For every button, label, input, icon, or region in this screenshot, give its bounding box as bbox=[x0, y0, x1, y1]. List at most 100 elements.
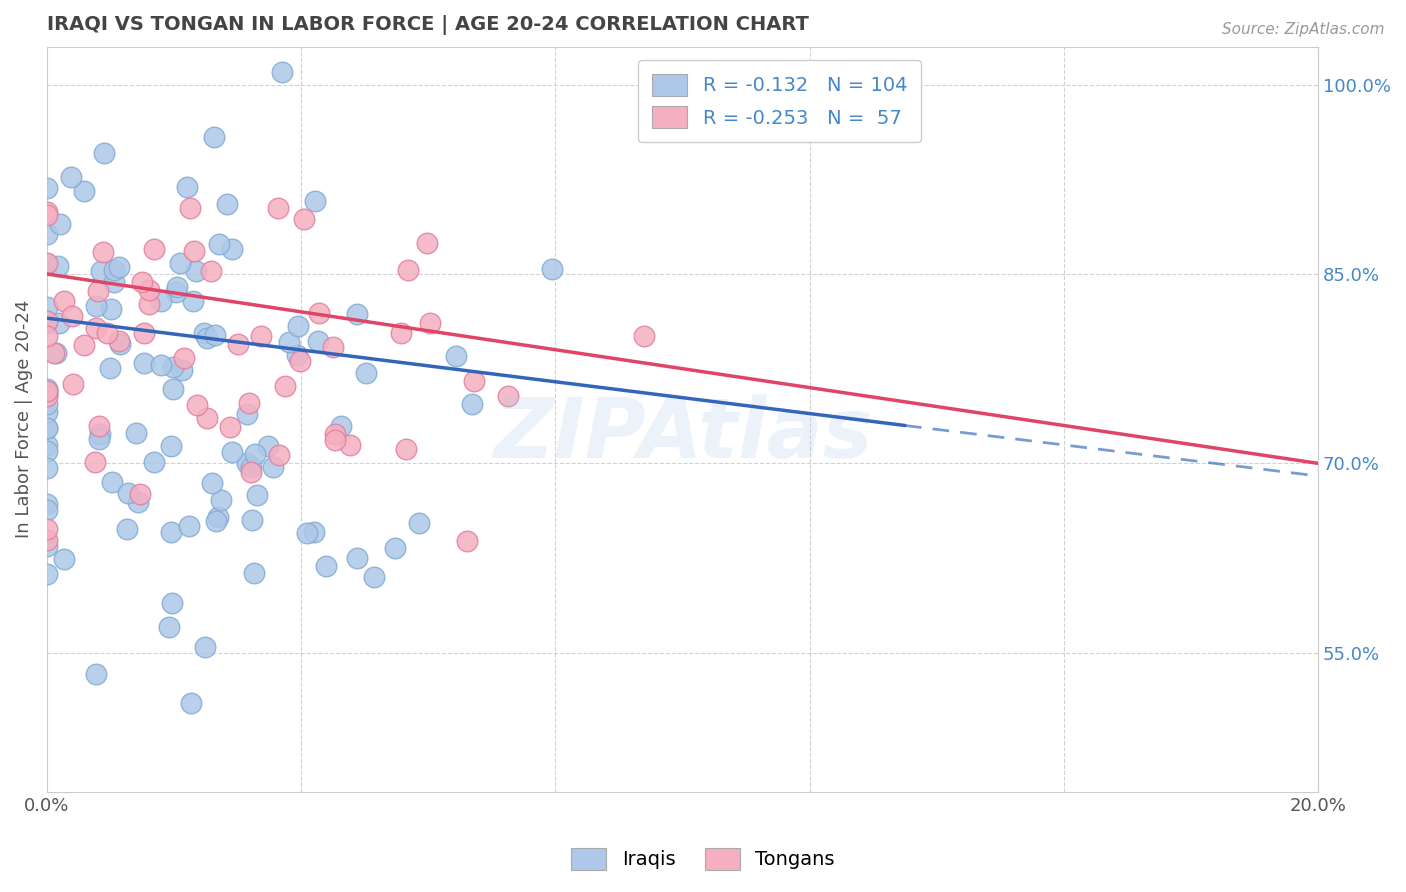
Point bbox=[308, 306, 330, 320]
Point bbox=[89, 432, 111, 446]
Point bbox=[323, 433, 346, 447]
Point bbox=[267, 448, 290, 462]
Point bbox=[35, 567, 58, 582]
Point bbox=[395, 442, 418, 457]
Point bbox=[83, 455, 105, 469]
Point bbox=[242, 566, 264, 581]
Point bbox=[160, 440, 183, 454]
Point bbox=[53, 293, 76, 308]
Point bbox=[236, 456, 259, 470]
Point bbox=[84, 667, 107, 681]
Point bbox=[249, 329, 271, 343]
Point bbox=[35, 437, 58, 451]
Point bbox=[131, 275, 153, 289]
Point bbox=[169, 256, 191, 270]
Point bbox=[274, 379, 297, 393]
Point bbox=[143, 455, 166, 469]
Point bbox=[35, 444, 58, 458]
Point bbox=[444, 349, 467, 363]
Point bbox=[35, 460, 58, 475]
Point bbox=[217, 197, 239, 211]
Point bbox=[236, 407, 259, 421]
Point bbox=[194, 640, 217, 654]
Point bbox=[35, 539, 58, 553]
Point bbox=[96, 326, 118, 340]
Point bbox=[292, 211, 315, 226]
Text: IRAQI VS TONGAN IN LABOR FORCE | AGE 20-24 CORRELATION CHART: IRAQI VS TONGAN IN LABOR FORCE | AGE 20-… bbox=[46, 15, 808, 35]
Point bbox=[183, 244, 205, 258]
Point bbox=[35, 181, 58, 195]
Point bbox=[35, 382, 58, 396]
Point bbox=[295, 526, 318, 541]
Point bbox=[238, 395, 260, 409]
Point bbox=[138, 296, 160, 310]
Point bbox=[384, 541, 406, 555]
Point bbox=[456, 534, 478, 549]
Point bbox=[128, 487, 150, 501]
Point bbox=[173, 351, 195, 365]
Point bbox=[90, 264, 112, 278]
Point bbox=[239, 459, 262, 474]
Point bbox=[35, 503, 58, 517]
Point bbox=[240, 513, 263, 527]
Point bbox=[323, 426, 346, 441]
Point bbox=[35, 384, 58, 398]
Point bbox=[87, 419, 110, 434]
Point bbox=[132, 356, 155, 370]
Point bbox=[35, 256, 58, 270]
Point bbox=[44, 345, 66, 359]
Point bbox=[322, 340, 344, 354]
Point bbox=[49, 217, 72, 231]
Point bbox=[35, 522, 58, 536]
Point bbox=[35, 384, 58, 398]
Point bbox=[100, 301, 122, 316]
Point bbox=[35, 421, 58, 435]
Point bbox=[207, 510, 229, 524]
Point bbox=[35, 389, 58, 403]
Point bbox=[176, 179, 198, 194]
Point bbox=[363, 570, 385, 584]
Point bbox=[290, 353, 312, 368]
Point bbox=[415, 236, 437, 251]
Point bbox=[160, 596, 183, 610]
Point bbox=[35, 387, 58, 401]
Point bbox=[62, 377, 84, 392]
Point bbox=[170, 363, 193, 377]
Point bbox=[209, 492, 232, 507]
Point bbox=[262, 459, 284, 474]
Point bbox=[391, 326, 413, 341]
Point bbox=[35, 316, 58, 330]
Point bbox=[463, 374, 485, 388]
Point bbox=[132, 326, 155, 340]
Point bbox=[419, 316, 441, 330]
Point bbox=[73, 338, 96, 352]
Point bbox=[35, 329, 58, 343]
Point bbox=[35, 300, 58, 314]
Point bbox=[89, 427, 111, 442]
Point bbox=[177, 518, 200, 533]
Point bbox=[339, 438, 361, 452]
Point bbox=[166, 279, 188, 293]
Point bbox=[304, 194, 326, 209]
Point bbox=[205, 514, 228, 528]
Point bbox=[45, 346, 67, 360]
Legend: Iraqis, Tongans: Iraqis, Tongans bbox=[564, 839, 842, 878]
Point bbox=[143, 243, 166, 257]
Text: Source: ZipAtlas.com: Source: ZipAtlas.com bbox=[1222, 22, 1385, 37]
Point bbox=[354, 366, 377, 380]
Point bbox=[107, 260, 129, 274]
Point bbox=[84, 299, 107, 313]
Point bbox=[181, 294, 204, 309]
Point bbox=[35, 405, 58, 419]
Point bbox=[35, 497, 58, 511]
Point bbox=[219, 419, 242, 434]
Point bbox=[396, 263, 419, 277]
Point bbox=[285, 348, 308, 362]
Point bbox=[35, 314, 58, 328]
Point bbox=[35, 396, 58, 410]
Point bbox=[496, 389, 519, 403]
Point bbox=[202, 129, 225, 144]
Point bbox=[108, 334, 131, 349]
Point bbox=[195, 410, 218, 425]
Point bbox=[307, 334, 329, 348]
